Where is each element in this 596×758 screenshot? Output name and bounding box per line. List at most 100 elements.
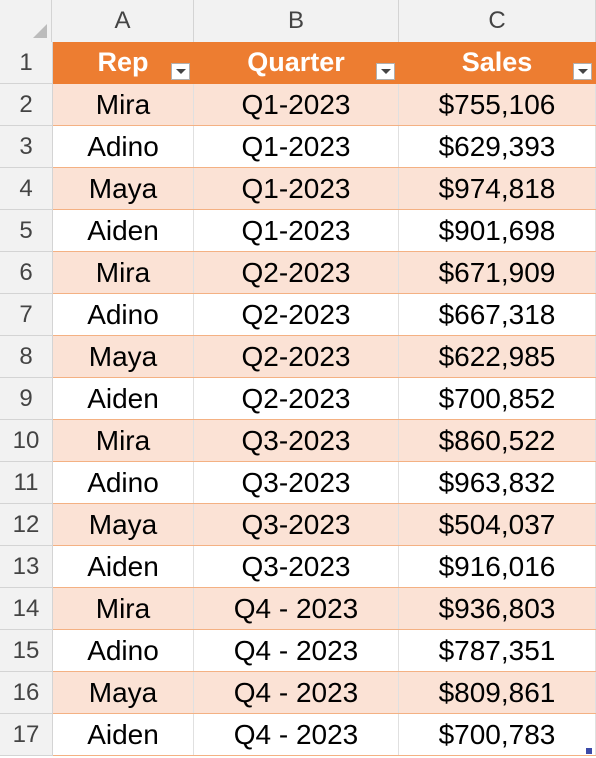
cell-quarter[interactable]: Q3-2023: [194, 504, 399, 545]
row-header[interactable]: 9: [0, 378, 52, 420]
column-header-b[interactable]: B: [194, 0, 399, 42]
row-header[interactable]: 3: [0, 126, 52, 168]
table-row: Mira Q2-2023 $671,909: [53, 252, 596, 294]
cell-sales[interactable]: $700,783: [399, 714, 596, 755]
row-header[interactable]: 12: [0, 504, 52, 546]
filter-dropdown-icon[interactable]: [171, 63, 190, 80]
row-header[interactable]: 7: [0, 294, 52, 336]
header-label-quarter: Quarter: [247, 47, 345, 77]
table-row: Mira Q4 - 2023 $936,803: [53, 588, 596, 630]
cell-rep[interactable]: Maya: [53, 672, 194, 713]
cell-sales[interactable]: $671,909: [399, 252, 596, 293]
row-header[interactable]: 2: [0, 84, 52, 126]
row-header[interactable]: 6: [0, 252, 52, 294]
table-row: Maya Q3-2023 $504,037: [53, 504, 596, 546]
cell-sales[interactable]: $809,861: [399, 672, 596, 713]
cell-sales[interactable]: $901,698: [399, 210, 596, 251]
table-row: Maya Q2-2023 $622,985: [53, 336, 596, 378]
cell-rep[interactable]: Aiden: [53, 714, 194, 755]
cell-sales[interactable]: $700,852: [399, 378, 596, 419]
cell-sales[interactable]: $963,832: [399, 462, 596, 503]
table-row: Mira Q1-2023 $755,106: [53, 84, 596, 126]
cell-quarter[interactable]: Q3-2023: [194, 546, 399, 587]
table-row: Adino Q3-2023 $963,832: [53, 462, 596, 504]
cell-sales[interactable]: $622,985: [399, 336, 596, 377]
sales-table: Rep Quarter Sales Mira Q1-2023 $755,106 Adi…: [53, 42, 596, 756]
row-header[interactable]: 16: [0, 672, 52, 714]
column-header-c[interactable]: C: [399, 0, 596, 42]
table-row: Aiden Q3-2023 $916,016: [53, 546, 596, 588]
cell-quarter[interactable]: Q1-2023: [194, 210, 399, 251]
table-row: Aiden Q1-2023 $901,698: [53, 210, 596, 252]
cell-sales[interactable]: $787,351: [399, 630, 596, 671]
select-all-icon: [33, 24, 47, 38]
table-body: Mira Q1-2023 $755,106 Adino Q1-2023 $629,393 M…: [53, 84, 596, 756]
cell-sales[interactable]: $504,037: [399, 504, 596, 545]
cell-quarter[interactable]: Q4 - 2023: [194, 588, 399, 629]
table-row: Maya Q4 - 2023 $809,861: [53, 672, 596, 714]
select-all-button[interactable]: [0, 0, 52, 42]
cell-quarter[interactable]: Q2-2023: [194, 336, 399, 377]
cell-rep[interactable]: Mira: [53, 84, 194, 125]
cell-quarter[interactable]: Q1-2023: [194, 84, 399, 125]
cell-quarter[interactable]: Q3-2023: [194, 420, 399, 461]
cell-quarter[interactable]: Q4 - 2023: [194, 714, 399, 755]
table-row: Aiden Q2-2023 $700,852: [53, 378, 596, 420]
table-row: Adino Q2-2023 $667,318: [53, 294, 596, 336]
table-row: Maya Q1-2023 $974,818: [53, 168, 596, 210]
cell-quarter[interactable]: Q4 - 2023: [194, 672, 399, 713]
header-cell-rep[interactable]: Rep: [53, 42, 194, 83]
cell-rep[interactable]: Mira: [53, 420, 194, 461]
cell-quarter[interactable]: Q1-2023: [194, 126, 399, 167]
cell-rep[interactable]: Adino: [53, 126, 194, 167]
cell-rep[interactable]: Adino: [53, 462, 194, 503]
cell-sales[interactable]: $860,522: [399, 420, 596, 461]
filter-dropdown-icon[interactable]: [376, 63, 395, 80]
header-cell-quarter[interactable]: Quarter: [194, 42, 399, 83]
cell-quarter[interactable]: Q1-2023: [194, 168, 399, 209]
cell-sales[interactable]: $755,106: [399, 84, 596, 125]
row-header[interactable]: 14: [0, 588, 52, 630]
table-resize-handle-icon[interactable]: [586, 748, 592, 754]
cell-rep[interactable]: Mira: [53, 588, 194, 629]
table-row: Mira Q3-2023 $860,522: [53, 420, 596, 462]
table-row: Aiden Q4 - 2023 $700,783: [53, 714, 596, 756]
column-header-bar: A B C: [0, 0, 596, 43]
cell-quarter[interactable]: Q4 - 2023: [194, 630, 399, 671]
cell-sales[interactable]: $916,016: [399, 546, 596, 587]
cell-quarter[interactable]: Q2-2023: [194, 378, 399, 419]
cell-rep[interactable]: Aiden: [53, 378, 194, 419]
cell-sales[interactable]: $667,318: [399, 294, 596, 335]
table-row: Adino Q1-2023 $629,393: [53, 126, 596, 168]
cell-rep[interactable]: Adino: [53, 294, 194, 335]
row-header[interactable]: 5: [0, 210, 52, 252]
header-label-rep: Rep: [97, 47, 149, 77]
filter-dropdown-icon[interactable]: [573, 63, 592, 80]
cell-quarter[interactable]: Q2-2023: [194, 252, 399, 293]
header-label-sales: Sales: [461, 47, 533, 77]
cell-sales[interactable]: $936,803: [399, 588, 596, 629]
row-header[interactable]: 17: [0, 714, 52, 756]
row-header[interactable]: 10: [0, 420, 52, 462]
table-row: Adino Q4 - 2023 $787,351: [53, 630, 596, 672]
row-header[interactable]: 1: [0, 42, 52, 84]
cell-rep[interactable]: Aiden: [53, 210, 194, 251]
row-header[interactable]: 13: [0, 546, 52, 588]
column-header-a[interactable]: A: [52, 0, 194, 42]
cell-rep[interactable]: Maya: [53, 168, 194, 209]
cell-sales[interactable]: $974,818: [399, 168, 596, 209]
row-header-bar: 1 2 3 4 5 6 7 8 9 10 11 12 13 14 15 16 17: [0, 42, 53, 756]
cell-rep[interactable]: Maya: [53, 336, 194, 377]
cell-quarter[interactable]: Q3-2023: [194, 462, 399, 503]
header-cell-sales[interactable]: Sales: [399, 42, 596, 83]
cell-rep[interactable]: Maya: [53, 504, 194, 545]
row-header[interactable]: 4: [0, 168, 52, 210]
cell-rep[interactable]: Adino: [53, 630, 194, 671]
cell-quarter[interactable]: Q2-2023: [194, 294, 399, 335]
row-header[interactable]: 11: [0, 462, 52, 504]
cell-rep[interactable]: Mira: [53, 252, 194, 293]
cell-rep[interactable]: Aiden: [53, 546, 194, 587]
row-header[interactable]: 8: [0, 336, 52, 378]
cell-sales[interactable]: $629,393: [399, 126, 596, 167]
row-header[interactable]: 15: [0, 630, 52, 672]
